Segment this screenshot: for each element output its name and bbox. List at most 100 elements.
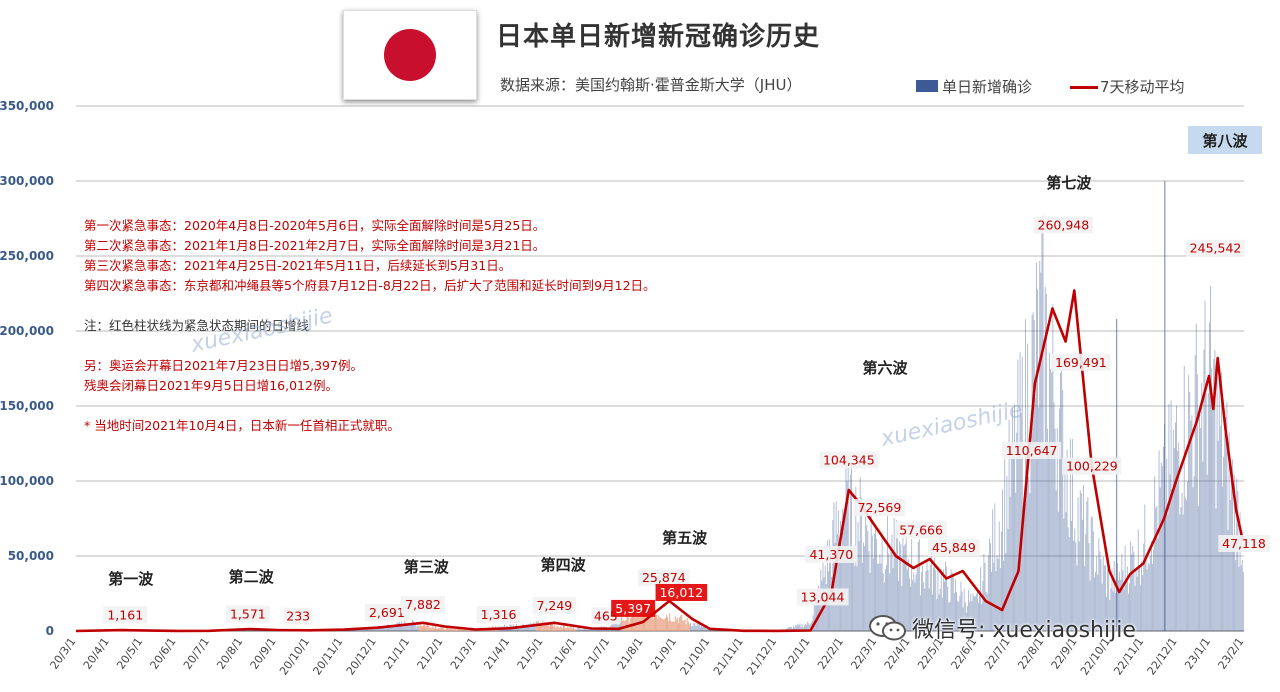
daily-bar	[680, 615, 682, 631]
daily-bar	[1125, 581, 1127, 631]
daily-bar	[699, 626, 701, 631]
daily-bar	[995, 571, 997, 631]
daily-bar	[644, 604, 646, 631]
daily-bar	[1190, 420, 1192, 631]
daily-bar	[796, 625, 798, 631]
daily-bar	[911, 539, 913, 631]
daily-bar	[933, 567, 934, 631]
daily-bar	[543, 622, 545, 631]
x-tick-label: 20/9/1	[248, 635, 279, 671]
data-label-bg	[1002, 442, 1062, 460]
daily-bar	[806, 625, 808, 631]
daily-bar	[999, 568, 1001, 631]
daily-bar	[1069, 439, 1071, 631]
daily-bar	[634, 608, 636, 631]
daily-bar	[900, 544, 902, 631]
daily-bar	[1117, 563, 1118, 631]
daily-bar	[452, 629, 454, 631]
daily-bar	[975, 593, 977, 631]
daily-bar	[983, 553, 985, 631]
daily-bar	[640, 607, 642, 631]
daily-bar	[560, 627, 562, 631]
daily-bar	[945, 561, 947, 631]
daily-bar	[558, 627, 560, 631]
data-label: 2,691	[369, 605, 405, 620]
daily-bar	[790, 626, 792, 631]
daily-bar	[718, 630, 720, 631]
daily-bar	[1011, 408, 1013, 631]
daily-bar	[904, 544, 906, 631]
daily-bar	[1166, 458, 1168, 631]
data-label: 45,849	[932, 540, 976, 555]
data-label: 1,161	[107, 607, 143, 622]
daily-bar	[390, 625, 392, 631]
daily-bar	[525, 624, 527, 631]
daily-bar	[554, 624, 556, 631]
daily-bar	[934, 557, 936, 631]
daily-bar	[1118, 579, 1119, 631]
data-label: 57,666	[899, 523, 943, 538]
daily-bar	[453, 629, 455, 631]
daily-bar	[574, 629, 575, 631]
daily-bar	[878, 563, 880, 631]
daily-bar	[844, 508, 846, 631]
daily-bar	[565, 627, 567, 631]
daily-bar	[979, 590, 980, 631]
wave-label: 第七波	[1046, 174, 1092, 192]
daily-bar	[894, 554, 896, 631]
daily-bar	[358, 629, 360, 631]
daily-bar	[439, 627, 441, 631]
daily-bar	[705, 627, 707, 631]
daily-bar	[1196, 374, 1198, 631]
daily-bar	[1018, 450, 1020, 631]
wave-label: 第五波	[662, 529, 708, 547]
daily-bar	[1187, 481, 1188, 631]
data-label-bg	[655, 583, 708, 601]
daily-bar	[1102, 556, 1104, 631]
data-label: 7,249	[536, 598, 572, 613]
x-tick-label: 21/8/1	[615, 635, 646, 671]
daily-bar	[551, 624, 552, 631]
daily-bar	[948, 602, 950, 631]
y-tick-label: 0	[46, 624, 54, 638]
data-label: 110,647	[1006, 443, 1058, 458]
daily-bar	[645, 602, 647, 631]
daily-bar	[1096, 556, 1098, 631]
daily-bar	[664, 617, 666, 631]
daily-bar	[717, 630, 719, 631]
daily-bar	[1027, 343, 1029, 631]
daily-bar	[1234, 475, 1236, 631]
flag-sun	[384, 29, 436, 81]
daily-bar	[1084, 566, 1086, 631]
daily-bar	[409, 623, 411, 631]
japan-flag	[343, 10, 477, 100]
daily-bar	[866, 524, 868, 631]
daily-bar	[1080, 493, 1082, 631]
daily-bar	[430, 628, 432, 631]
daily-bar	[1099, 551, 1101, 631]
daily-bar	[1100, 559, 1102, 631]
daily-bar	[682, 620, 684, 631]
daily-bar	[391, 624, 393, 631]
daily-bar	[465, 629, 467, 631]
daily-bar	[1135, 571, 1137, 631]
daily-bar	[709, 629, 711, 631]
daily-bar	[1031, 314, 1033, 631]
daily-bar	[1145, 556, 1147, 631]
daily-bar	[1228, 432, 1230, 631]
daily-bar	[657, 618, 659, 631]
daily-bar	[1161, 466, 1163, 631]
daily-bar	[667, 617, 668, 631]
daily-bar	[1131, 554, 1133, 631]
data-label-bg	[1033, 216, 1093, 234]
daily-bar	[1092, 531, 1094, 631]
daily-bar	[673, 622, 675, 631]
y-tick-label: 200,000	[0, 324, 54, 338]
daily-bar	[891, 534, 893, 631]
daily-bar	[924, 588, 926, 631]
daily-bar	[526, 624, 528, 631]
daily-bar	[658, 615, 660, 631]
daily-bar	[1112, 591, 1114, 631]
daily-bar	[787, 627, 789, 631]
daily-bar	[882, 573, 884, 631]
